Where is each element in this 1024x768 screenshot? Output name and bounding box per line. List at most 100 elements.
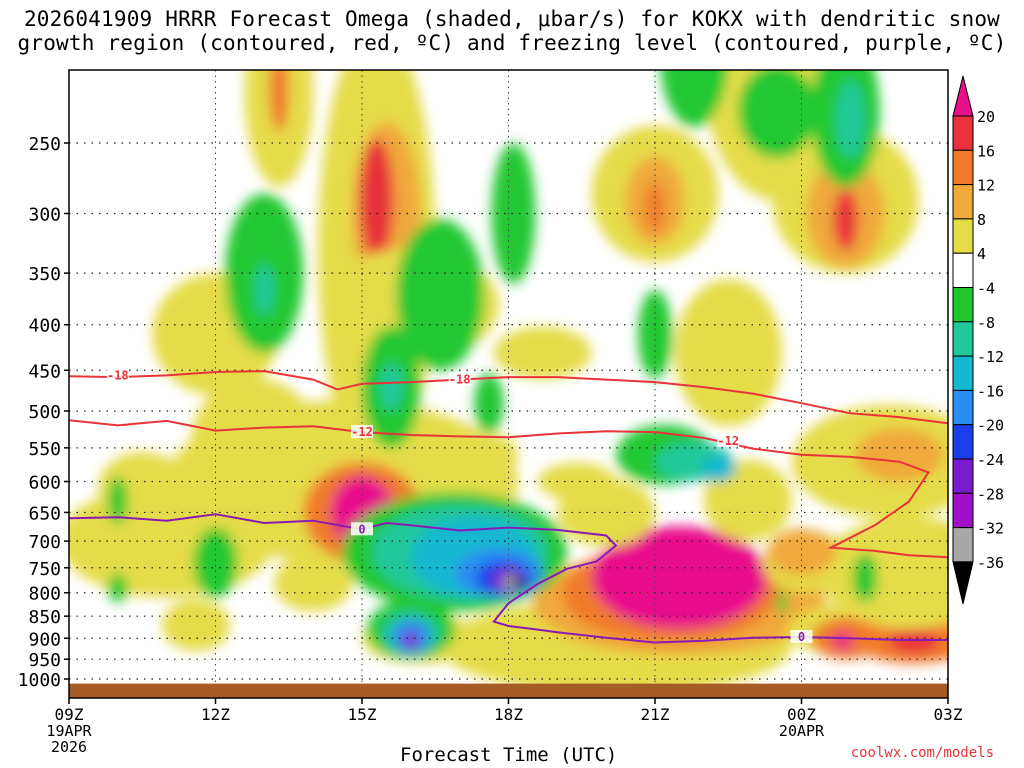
colorbar-swatch <box>952 492 974 529</box>
y-tick-label: 1000 <box>18 670 61 691</box>
omega-region <box>767 528 836 576</box>
omega-shading <box>69 70 948 695</box>
y-tick-label: 800 <box>28 584 61 605</box>
omega-region <box>108 573 128 603</box>
y-tick-label: 450 <box>28 361 61 382</box>
colorbar-label: 12 <box>977 177 995 195</box>
omega-region <box>161 599 231 651</box>
omega-region <box>674 279 782 427</box>
y-tick-label: 550 <box>28 439 61 460</box>
omega-region <box>660 70 728 128</box>
colorbar-label: 8 <box>977 211 986 229</box>
dgz-minus-12-contour <box>69 419 948 559</box>
contour-label-bg <box>351 425 373 439</box>
colorbar-bottom-arrow <box>952 561 974 605</box>
contour-label-bg <box>106 368 129 382</box>
colorbar-swatch <box>952 115 974 151</box>
y-tick-label: 950 <box>28 650 61 671</box>
omega-region <box>591 526 768 630</box>
colorbar-swatch <box>952 184 974 220</box>
x-tick-label: 15Z <box>348 705 377 724</box>
chart-title-line2: growth region (contoured, red, ºC) and f… <box>17 31 1007 55</box>
omega-region <box>701 455 736 482</box>
omega-region <box>821 516 948 630</box>
omega-region <box>852 553 878 603</box>
chart-title-line1: 2026041909 HRRR Forecast Omega (shaded, … <box>23 7 1001 31</box>
colorbar-label: -24 <box>977 451 1004 469</box>
contour-label-bg <box>448 372 471 386</box>
omega-region <box>474 372 504 434</box>
y-tick-label: 900 <box>28 629 61 650</box>
colorbar-swatch <box>952 321 974 357</box>
y-tick-label: 850 <box>28 607 61 628</box>
omega-region <box>833 189 858 251</box>
x-tick-label: 09Z <box>55 705 84 724</box>
contour-label: 0 <box>798 630 805 644</box>
colorbar-label: -12 <box>977 348 1004 366</box>
colorbar-top-arrow <box>952 75 974 117</box>
colorbar-label: -20 <box>977 417 1004 435</box>
x-tick-label: 18Z <box>494 705 523 724</box>
colorbar-swatch <box>952 218 974 254</box>
surface-terrain <box>69 683 948 698</box>
colorbar-label: 4 <box>977 245 986 263</box>
omega-region <box>835 80 865 159</box>
colorbar-label: -16 <box>977 382 1004 400</box>
y-tick-label: 750 <box>28 559 61 580</box>
colorbar-label: 16 <box>977 142 995 160</box>
omega-region <box>396 218 484 371</box>
colorbar-label: -8 <box>977 314 995 332</box>
credit-text: coolwx.com/models <box>850 745 994 761</box>
colorbar-label: 20 <box>977 108 995 126</box>
omega-region <box>855 428 944 482</box>
x-tick-date: 20APR <box>779 722 825 740</box>
x-tick-label: 03Z <box>934 705 963 724</box>
contour-label: 0 <box>358 522 365 536</box>
x-tick-label: 12Z <box>201 705 230 724</box>
contour-label: -18 <box>449 373 471 387</box>
colorbar-swatch <box>952 389 974 426</box>
omega-region <box>469 434 519 475</box>
colorbar-swatch <box>952 527 974 563</box>
colorbar-swatch <box>952 458 974 494</box>
x-tick-label: 21Z <box>641 705 670 724</box>
omega-region <box>537 462 617 501</box>
contour-label-bg <box>790 629 813 643</box>
omega-region <box>738 70 817 159</box>
colorbar-label: -28 <box>977 485 1004 503</box>
contour-label: -12 <box>351 425 373 439</box>
omega-region <box>274 554 353 612</box>
y-tick-label: 250 <box>28 134 61 155</box>
colorbar-label: -32 <box>977 520 1004 538</box>
omega-region <box>254 263 275 315</box>
freezing-level-0-contour <box>69 513 948 644</box>
omega-region <box>269 70 289 132</box>
dgz-minus-18-contour <box>69 370 948 425</box>
y-tick-label: 300 <box>28 204 61 225</box>
x-tick-date: 19APR <box>46 722 92 740</box>
omega-region <box>512 577 525 589</box>
omega-region <box>379 363 404 411</box>
y-tick-label: 650 <box>28 503 61 524</box>
contour-label-bg <box>717 433 740 447</box>
y-tick-label: 500 <box>28 402 61 423</box>
x-tick-label: 00Z <box>787 705 816 724</box>
omega-region <box>193 527 238 598</box>
colorbar-swatch <box>952 355 974 391</box>
colorbar-label: -4 <box>977 280 995 298</box>
omega-region <box>645 181 665 233</box>
x-axis-title: Forecast Time (UTC) <box>400 744 618 766</box>
contour-label-bg <box>351 522 373 536</box>
contour-label: -12 <box>717 434 739 448</box>
omega-region <box>491 143 536 284</box>
contour-label: -18 <box>107 368 129 382</box>
x-tick-year: 2026 <box>51 738 87 756</box>
colorbar-swatch <box>952 287 974 323</box>
y-tick-label: 700 <box>28 532 61 553</box>
colorbar-label: -36 <box>977 554 1004 572</box>
omega-region <box>777 590 787 614</box>
omega-region <box>493 326 592 379</box>
omega-region <box>402 631 420 649</box>
omega-region <box>191 378 319 504</box>
